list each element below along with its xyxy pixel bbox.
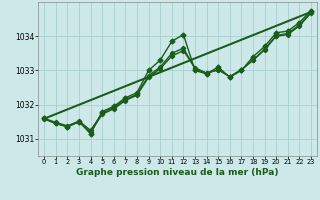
X-axis label: Graphe pression niveau de la mer (hPa): Graphe pression niveau de la mer (hPa) <box>76 168 279 177</box>
